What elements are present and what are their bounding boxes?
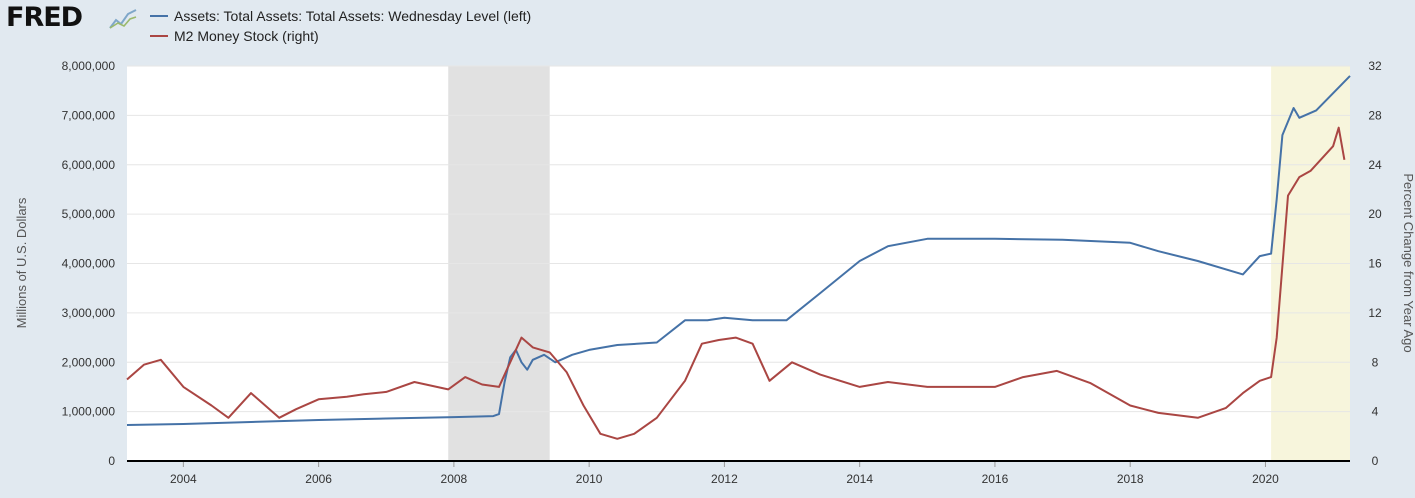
left-tick-label: 6,000,000 <box>62 158 116 172</box>
x-tick-label: 2004 <box>170 472 197 486</box>
left-tick-label: 7,000,000 <box>62 108 116 122</box>
legend-item-m2[interactable]: M2 Money Stock (right) <box>150 26 531 46</box>
fred-logo[interactable]: FRED <box>6 2 83 33</box>
right-tick-label: 28 <box>1368 108 1382 122</box>
legend-label-total-assets: Assets: Total Assets: Total Assets: Wedn… <box>174 8 532 24</box>
right-tick-label: 16 <box>1368 257 1382 271</box>
line-chart-icon <box>109 9 137 29</box>
left-tick-label: 5,000,000 <box>62 207 116 221</box>
x-tick-label: 2018 <box>1117 472 1144 486</box>
chart-header: FRED Assets: Total Assets: Total Assets:… <box>0 0 1415 56</box>
left-tick-label: 0 <box>108 454 115 468</box>
left-axis-ticks: 0 1,000,000 2,000,000 3,000,000 4,000,000 5,0… <box>62 59 116 468</box>
left-tick-label: 3,000,000 <box>62 306 116 320</box>
x-tick-label: 2010 <box>576 472 603 486</box>
right-axis-ticks: 0 4 8 12 16 20 24 28 32 <box>1368 59 1382 468</box>
x-tick-label: 2012 <box>711 472 738 486</box>
series-lines <box>126 75 1351 440</box>
right-tick-label: 20 <box>1368 207 1382 221</box>
x-axis-ticks: 2004 2006 2008 2010 2012 2014 2016 2018 2020 <box>170 461 1279 486</box>
gridlines <box>127 65 1350 413</box>
legend-item-total-assets[interactable]: Assets: Total Assets: Total Assets: Wedn… <box>150 6 531 26</box>
series-line-total-assets[interactable] <box>126 75 1351 426</box>
chart-legend: Assets: Total Assets: Total Assets: Wedn… <box>150 6 531 46</box>
x-tick-label: 2016 <box>982 472 1009 486</box>
series-line-m2[interactable] <box>126 126 1346 440</box>
x-tick-label: 2014 <box>846 472 873 486</box>
right-tick-label: 12 <box>1368 306 1382 320</box>
right-tick-label: 8 <box>1372 355 1379 369</box>
left-tick-label: 4,000,000 <box>62 257 116 271</box>
left-tick-label: 8,000,000 <box>62 59 116 73</box>
legend-swatch-total-assets <box>150 15 168 17</box>
left-axis-title: Millions of U.S. Dollars <box>14 197 29 328</box>
right-tick-label: 4 <box>1372 405 1379 419</box>
legend-swatch-m2 <box>150 35 168 37</box>
legend-label-m2: M2 Money Stock (right) <box>174 28 319 44</box>
right-tick-label: 24 <box>1368 158 1382 172</box>
right-tick-label: 32 <box>1368 59 1382 73</box>
x-tick-label: 2020 <box>1252 472 1279 486</box>
right-tick-label: 0 <box>1372 454 1379 468</box>
left-tick-label: 2,000,000 <box>62 355 116 369</box>
x-tick-label: 2006 <box>305 472 332 486</box>
left-tick-label: 1,000,000 <box>62 405 116 419</box>
x-tick-label: 2008 <box>441 472 468 486</box>
right-axis-title: Percent Change from Year Ago <box>1401 173 1415 352</box>
